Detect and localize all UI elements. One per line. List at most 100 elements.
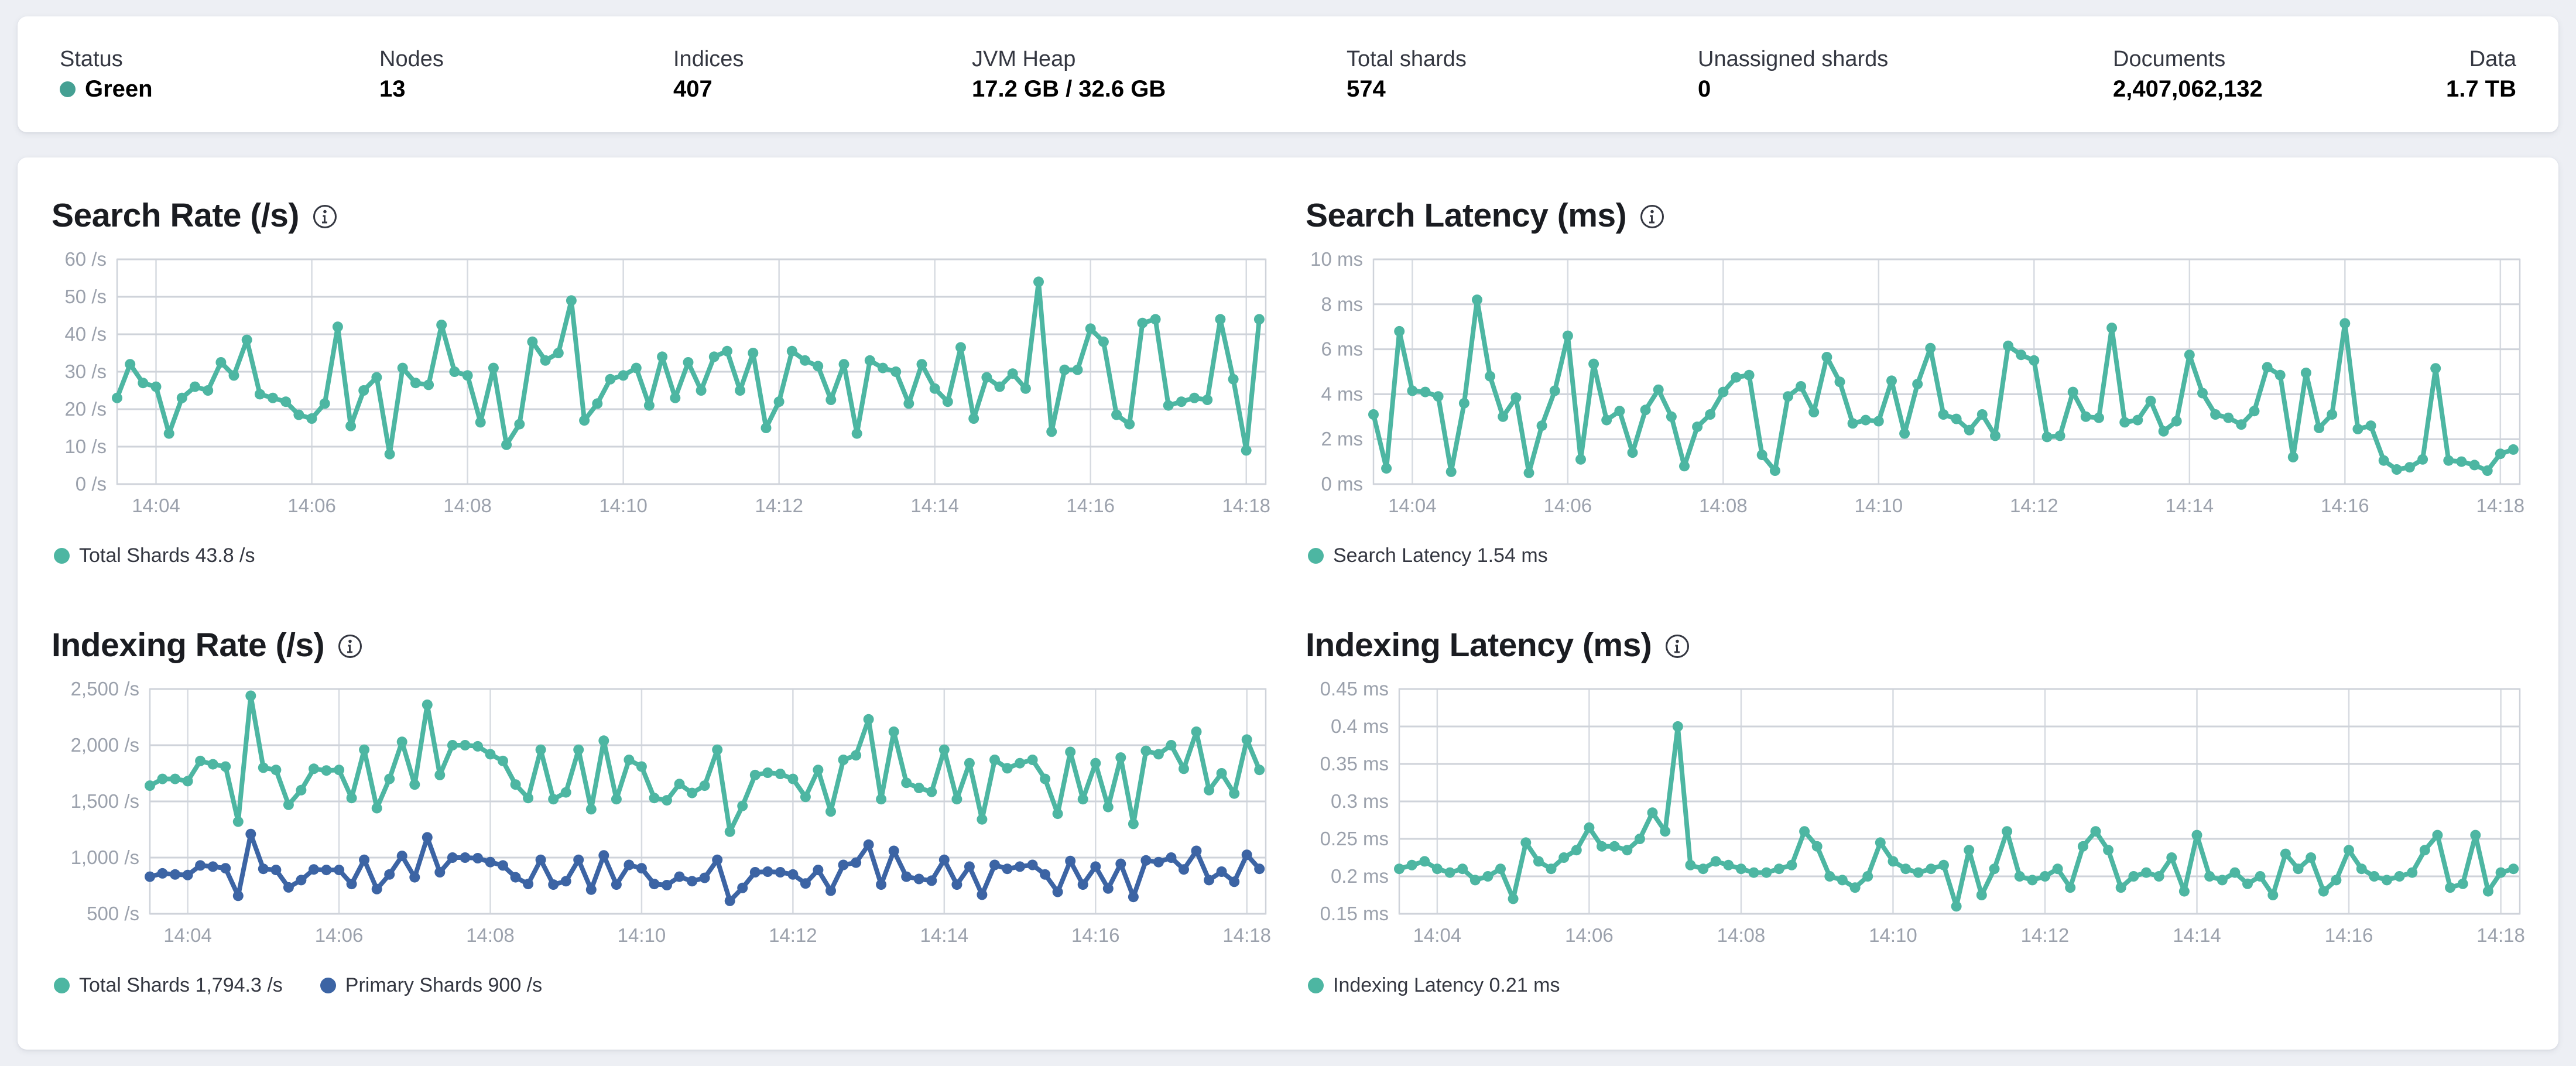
data-point-marker [2197, 388, 2208, 399]
data-point-marker [2090, 826, 2101, 837]
data-point-marker [157, 773, 168, 784]
data-point-marker [510, 779, 521, 790]
x-axis-tick-label: 14:06 [315, 924, 364, 946]
data-point-marker [1666, 411, 1677, 422]
data-point-marker [2482, 465, 2493, 476]
data-point-marker [2456, 456, 2467, 467]
stat-value: 17.2 GB / 32.6 GB [972, 76, 1166, 102]
data-point-marker [951, 879, 962, 890]
data-point-marker [1059, 364, 1070, 375]
data-point-marker [510, 872, 521, 883]
chart-canvas[interactable]: 14:04 14:06 14:08 14:10 14:12 14:14 14:16 14:18… [1306, 677, 2525, 951]
data-point-marker [1926, 863, 1937, 875]
chart-title: Search Latency (ms) [1306, 197, 1627, 234]
stat-label: Indices [673, 47, 744, 71]
data-point-marker [359, 744, 370, 755]
data-point-marker [712, 744, 723, 755]
chart-title: Indexing Latency (ms) [1306, 626, 1652, 664]
legend-dot-icon [1308, 548, 1324, 564]
data-point-marker [1115, 752, 1126, 763]
data-point-marker [434, 769, 446, 780]
data-point-marker [1860, 414, 1871, 426]
chart-canvas[interactable]: 14:04 14:06 14:08 14:10 14:12 14:14 14:16 14:18… [52, 677, 1271, 951]
status-value-text: Green [85, 76, 153, 102]
legend-item[interactable]: Primary Shards 900 /s [320, 974, 542, 997]
data-point-marker [1485, 371, 1496, 382]
data-point-marker [1077, 879, 1088, 890]
data-point-marker [631, 362, 642, 373]
indexing-rate-plot[interactable]: 14:04 14:06 14:08 14:10 14:12 14:14 14:16 14:18… [52, 677, 1271, 954]
data-point-marker [926, 786, 937, 797]
data-point-marker [1634, 834, 1645, 844]
data-point-marker [472, 853, 483, 863]
data-point-marker [232, 890, 244, 902]
legend-item[interactable]: Search Latency 1.54 ms [1308, 544, 1548, 567]
chart-canvas[interactable]: 14:04 14:06 14:08 14:10 14:12 14:14 14:16 14:18… [52, 248, 1270, 522]
data-point-marker [636, 863, 647, 874]
data-point-marker [2417, 454, 2428, 465]
data-point-marker [1254, 765, 1265, 776]
data-point-marker [775, 867, 786, 878]
data-point-marker [989, 755, 1000, 765]
stat-unassigned-shards: Unassigned shards 0 [1698, 44, 2113, 104]
y-axis-tick-label: 0.3 ms [1331, 790, 1389, 812]
data-point-marker [1140, 745, 1152, 756]
data-point-marker [683, 357, 694, 368]
data-point-marker [2236, 419, 2247, 430]
chart-canvas[interactable]: 14:04 14:06 14:08 14:10 14:12 14:14 14:16 14:18… [1306, 248, 2524, 522]
data-point-marker [112, 392, 122, 403]
data-point-marker [737, 882, 748, 893]
data-point-marker [2274, 369, 2286, 381]
data-point-marker [1685, 859, 1696, 870]
data-point-marker [460, 740, 471, 750]
data-point-marker [2419, 845, 2430, 856]
x-axis-tick-label: 14:14 [920, 924, 969, 946]
x-axis-tick-label: 14:04 [1413, 924, 1462, 946]
data-point-marker [1241, 849, 1252, 861]
data-point-marker [2495, 867, 2506, 878]
data-point-marker [1085, 323, 1096, 334]
info-icon[interactable] [1664, 633, 1690, 659]
search-rate-plot[interactable]: 14:04 14:06 14:08 14:10 14:12 14:14 14:16 14:18… [52, 248, 1270, 525]
data-point-marker [1052, 886, 1063, 897]
data-point-marker [1419, 856, 1430, 867]
data-point-marker [2067, 386, 2078, 397]
data-point-marker [787, 869, 799, 880]
stat-value: Green [60, 74, 379, 104]
legend-item[interactable]: Total Shards 1,794.3 /s [54, 974, 283, 997]
data-point-marker [332, 321, 343, 333]
search-latency-plot[interactable]: 14:04 14:06 14:08 14:10 14:12 14:14 14:16 14:18… [1306, 248, 2524, 525]
data-point-marker [170, 869, 181, 880]
data-point-marker [2306, 852, 2317, 863]
data-point-marker [2293, 863, 2304, 875]
data-point-marker [1040, 773, 1051, 784]
legend-item[interactable]: Total Shards 43.8 /s [54, 544, 255, 567]
data-point-marker [825, 806, 836, 817]
info-icon[interactable] [1639, 204, 1665, 229]
info-icon[interactable] [337, 633, 363, 659]
data-point-marker [296, 784, 307, 796]
data-point-marker [901, 871, 912, 882]
data-point-marker [1622, 845, 1633, 856]
data-point-marker [1925, 342, 1936, 354]
indexing-latency-plot[interactable]: 14:04 14:06 14:08 14:10 14:12 14:14 14:16 14:18… [1306, 677, 2525, 954]
data-point-marker [888, 726, 899, 737]
data-point-marker [2184, 349, 2195, 361]
data-point-marker [2339, 318, 2351, 329]
data-point-marker [1090, 861, 1101, 872]
x-axis-tick-label: 14:12 [2021, 924, 2070, 946]
data-point-marker [422, 832, 433, 843]
data-point-marker [397, 362, 408, 373]
y-axis-tick-label: 0.25 ms [1320, 828, 1389, 849]
legend-item[interactable]: Indexing Latency 0.21 ms [1308, 974, 1560, 997]
data-point-marker [1653, 384, 1664, 395]
y-axis-tick-label: 0.45 ms [1320, 678, 1389, 700]
data-point-marker [447, 740, 458, 750]
data-point-marker [2404, 462, 2415, 473]
data-point-marker [2369, 871, 2380, 882]
data-point-marker [1179, 763, 1189, 774]
info-icon[interactable] [312, 204, 338, 229]
y-axis-tick-label: 0.35 ms [1320, 753, 1389, 774]
stat-jvm-heap: JVM Heap 17.2 GB / 32.6 GB [972, 44, 1347, 104]
data-point-marker [1163, 400, 1174, 411]
